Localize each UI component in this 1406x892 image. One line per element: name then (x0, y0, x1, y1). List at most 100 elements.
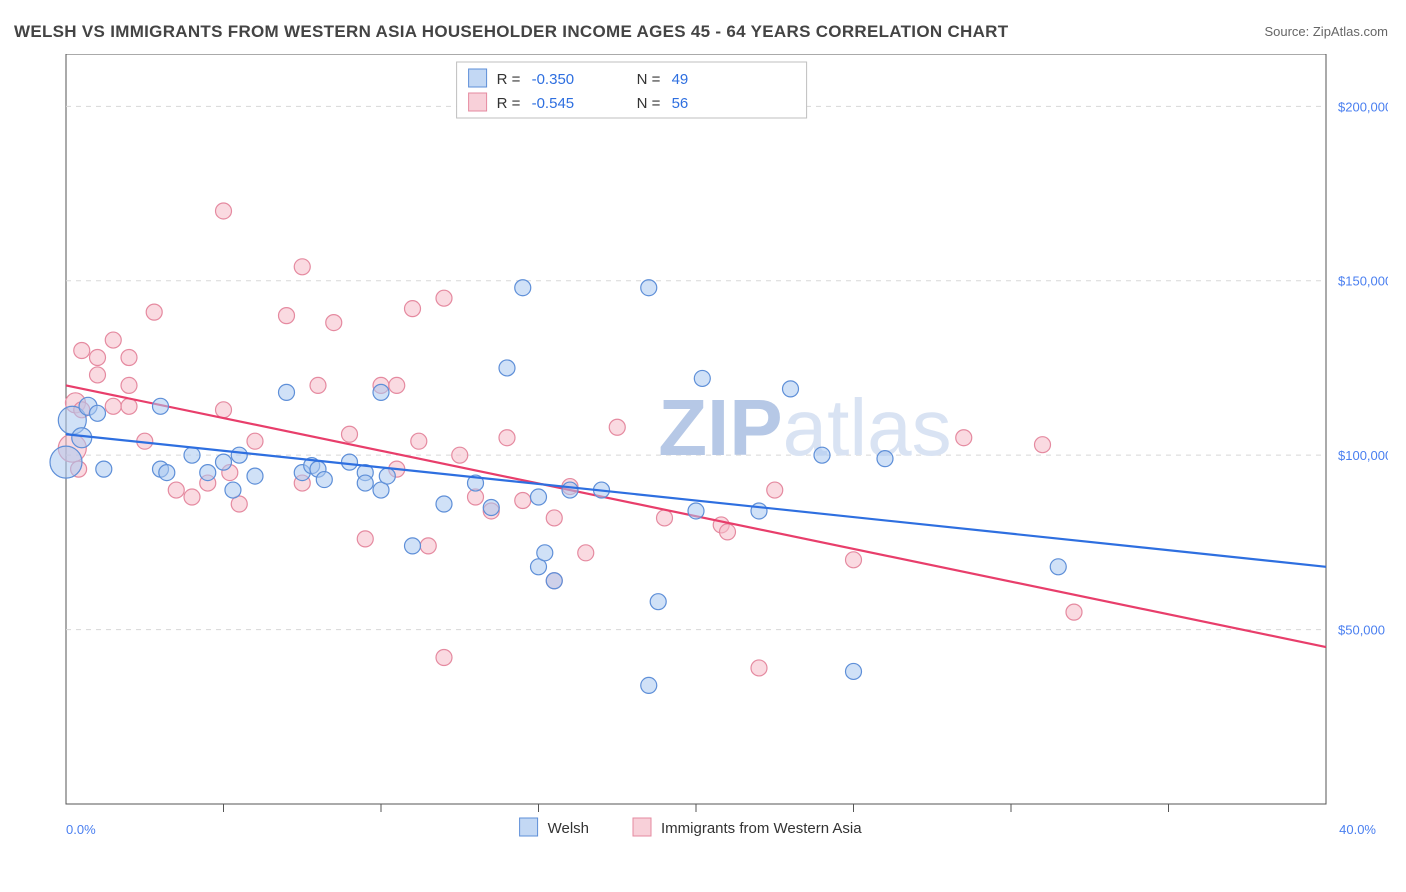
data-point (159, 465, 175, 481)
series-label: Immigrants from Western Asia (661, 820, 862, 837)
legend-n-value: 56 (672, 95, 689, 112)
data-point (74, 343, 90, 359)
data-point (751, 503, 767, 519)
data-point (515, 280, 531, 296)
legend-swatch (469, 69, 487, 87)
data-point (184, 489, 200, 505)
data-point (231, 447, 247, 463)
data-point (90, 367, 106, 383)
data-point (1050, 559, 1066, 575)
legend-r-label: R = (497, 95, 521, 112)
series-swatch (633, 818, 651, 836)
data-point (168, 482, 184, 498)
data-point (609, 419, 625, 435)
data-point (184, 447, 200, 463)
legend-swatch (469, 93, 487, 111)
data-point (357, 531, 373, 547)
data-point (436, 290, 452, 306)
data-point (546, 573, 562, 589)
data-point (499, 430, 515, 446)
legend-r-value: -0.350 (532, 71, 575, 88)
data-point (279, 308, 295, 324)
data-point (452, 447, 468, 463)
data-point (641, 280, 657, 296)
data-point (247, 433, 263, 449)
data-point (1066, 604, 1082, 620)
correlation-chart: $50,000 $100,000 $150,000 $200,000 0.0% 40.0%… (48, 54, 1388, 846)
data-point (650, 594, 666, 610)
data-point (105, 398, 121, 414)
data-point (436, 649, 452, 665)
data-point (814, 447, 830, 463)
data-point (562, 482, 578, 498)
data-point (537, 545, 553, 561)
data-point (216, 402, 232, 418)
watermark: ZIPatlas (658, 383, 951, 472)
data-point (688, 503, 704, 519)
data-point (310, 377, 326, 393)
y-tick-label: $150,000 (1338, 274, 1388, 289)
data-point (247, 468, 263, 484)
y-tick-label: $200,000 (1338, 99, 1388, 114)
y-tick-label: $50,000 (1338, 623, 1385, 638)
data-point (405, 301, 421, 317)
data-point (326, 315, 342, 331)
data-point (357, 475, 373, 491)
data-point (342, 454, 358, 470)
legend-r-value: -0.545 (532, 95, 575, 112)
data-point (846, 552, 862, 568)
data-point (146, 304, 162, 320)
data-point (50, 446, 82, 478)
data-point (420, 538, 436, 554)
x-start-label: 0.0% (66, 822, 96, 837)
data-point (90, 405, 106, 421)
data-point (216, 203, 232, 219)
data-point (515, 493, 531, 509)
data-point (499, 360, 515, 376)
data-point (389, 377, 405, 393)
data-point (216, 454, 232, 470)
series-swatch (520, 818, 538, 836)
data-point (200, 465, 216, 481)
y-tick-label: $100,000 (1338, 448, 1388, 463)
data-point (657, 510, 673, 526)
data-point (379, 468, 395, 484)
data-point (96, 461, 112, 477)
data-point (411, 433, 427, 449)
data-point (483, 499, 499, 515)
legend-r-label: R = (497, 71, 521, 88)
x-end-label: 40.0% (1339, 822, 1376, 837)
data-point (121, 377, 137, 393)
data-point (105, 332, 121, 348)
legend-n-value: 49 (672, 71, 689, 88)
data-point (531, 489, 547, 505)
data-point (694, 370, 710, 386)
data-point (294, 259, 310, 275)
data-point (279, 384, 295, 400)
data-point (405, 538, 421, 554)
data-point (720, 524, 736, 540)
data-point (316, 472, 332, 488)
data-point (546, 510, 562, 526)
source-label: Source: ZipAtlas.com (1264, 24, 1388, 39)
data-point (225, 482, 241, 498)
data-point (846, 663, 862, 679)
data-point (153, 398, 169, 414)
data-point (877, 451, 893, 467)
data-point (121, 349, 137, 365)
data-point (783, 381, 799, 397)
data-point (751, 660, 767, 676)
legend-n-label: N = (637, 71, 661, 88)
data-point (436, 496, 452, 512)
data-point (1035, 437, 1051, 453)
series-label: Welsh (548, 820, 589, 837)
data-point (578, 545, 594, 561)
legend-n-label: N = (637, 95, 661, 112)
page-title: WELSH VS IMMIGRANTS FROM WESTERN ASIA HO… (14, 22, 1008, 42)
data-point (373, 384, 389, 400)
data-point (90, 349, 106, 365)
data-point (641, 677, 657, 693)
data-point (342, 426, 358, 442)
data-point (767, 482, 783, 498)
data-point (956, 430, 972, 446)
